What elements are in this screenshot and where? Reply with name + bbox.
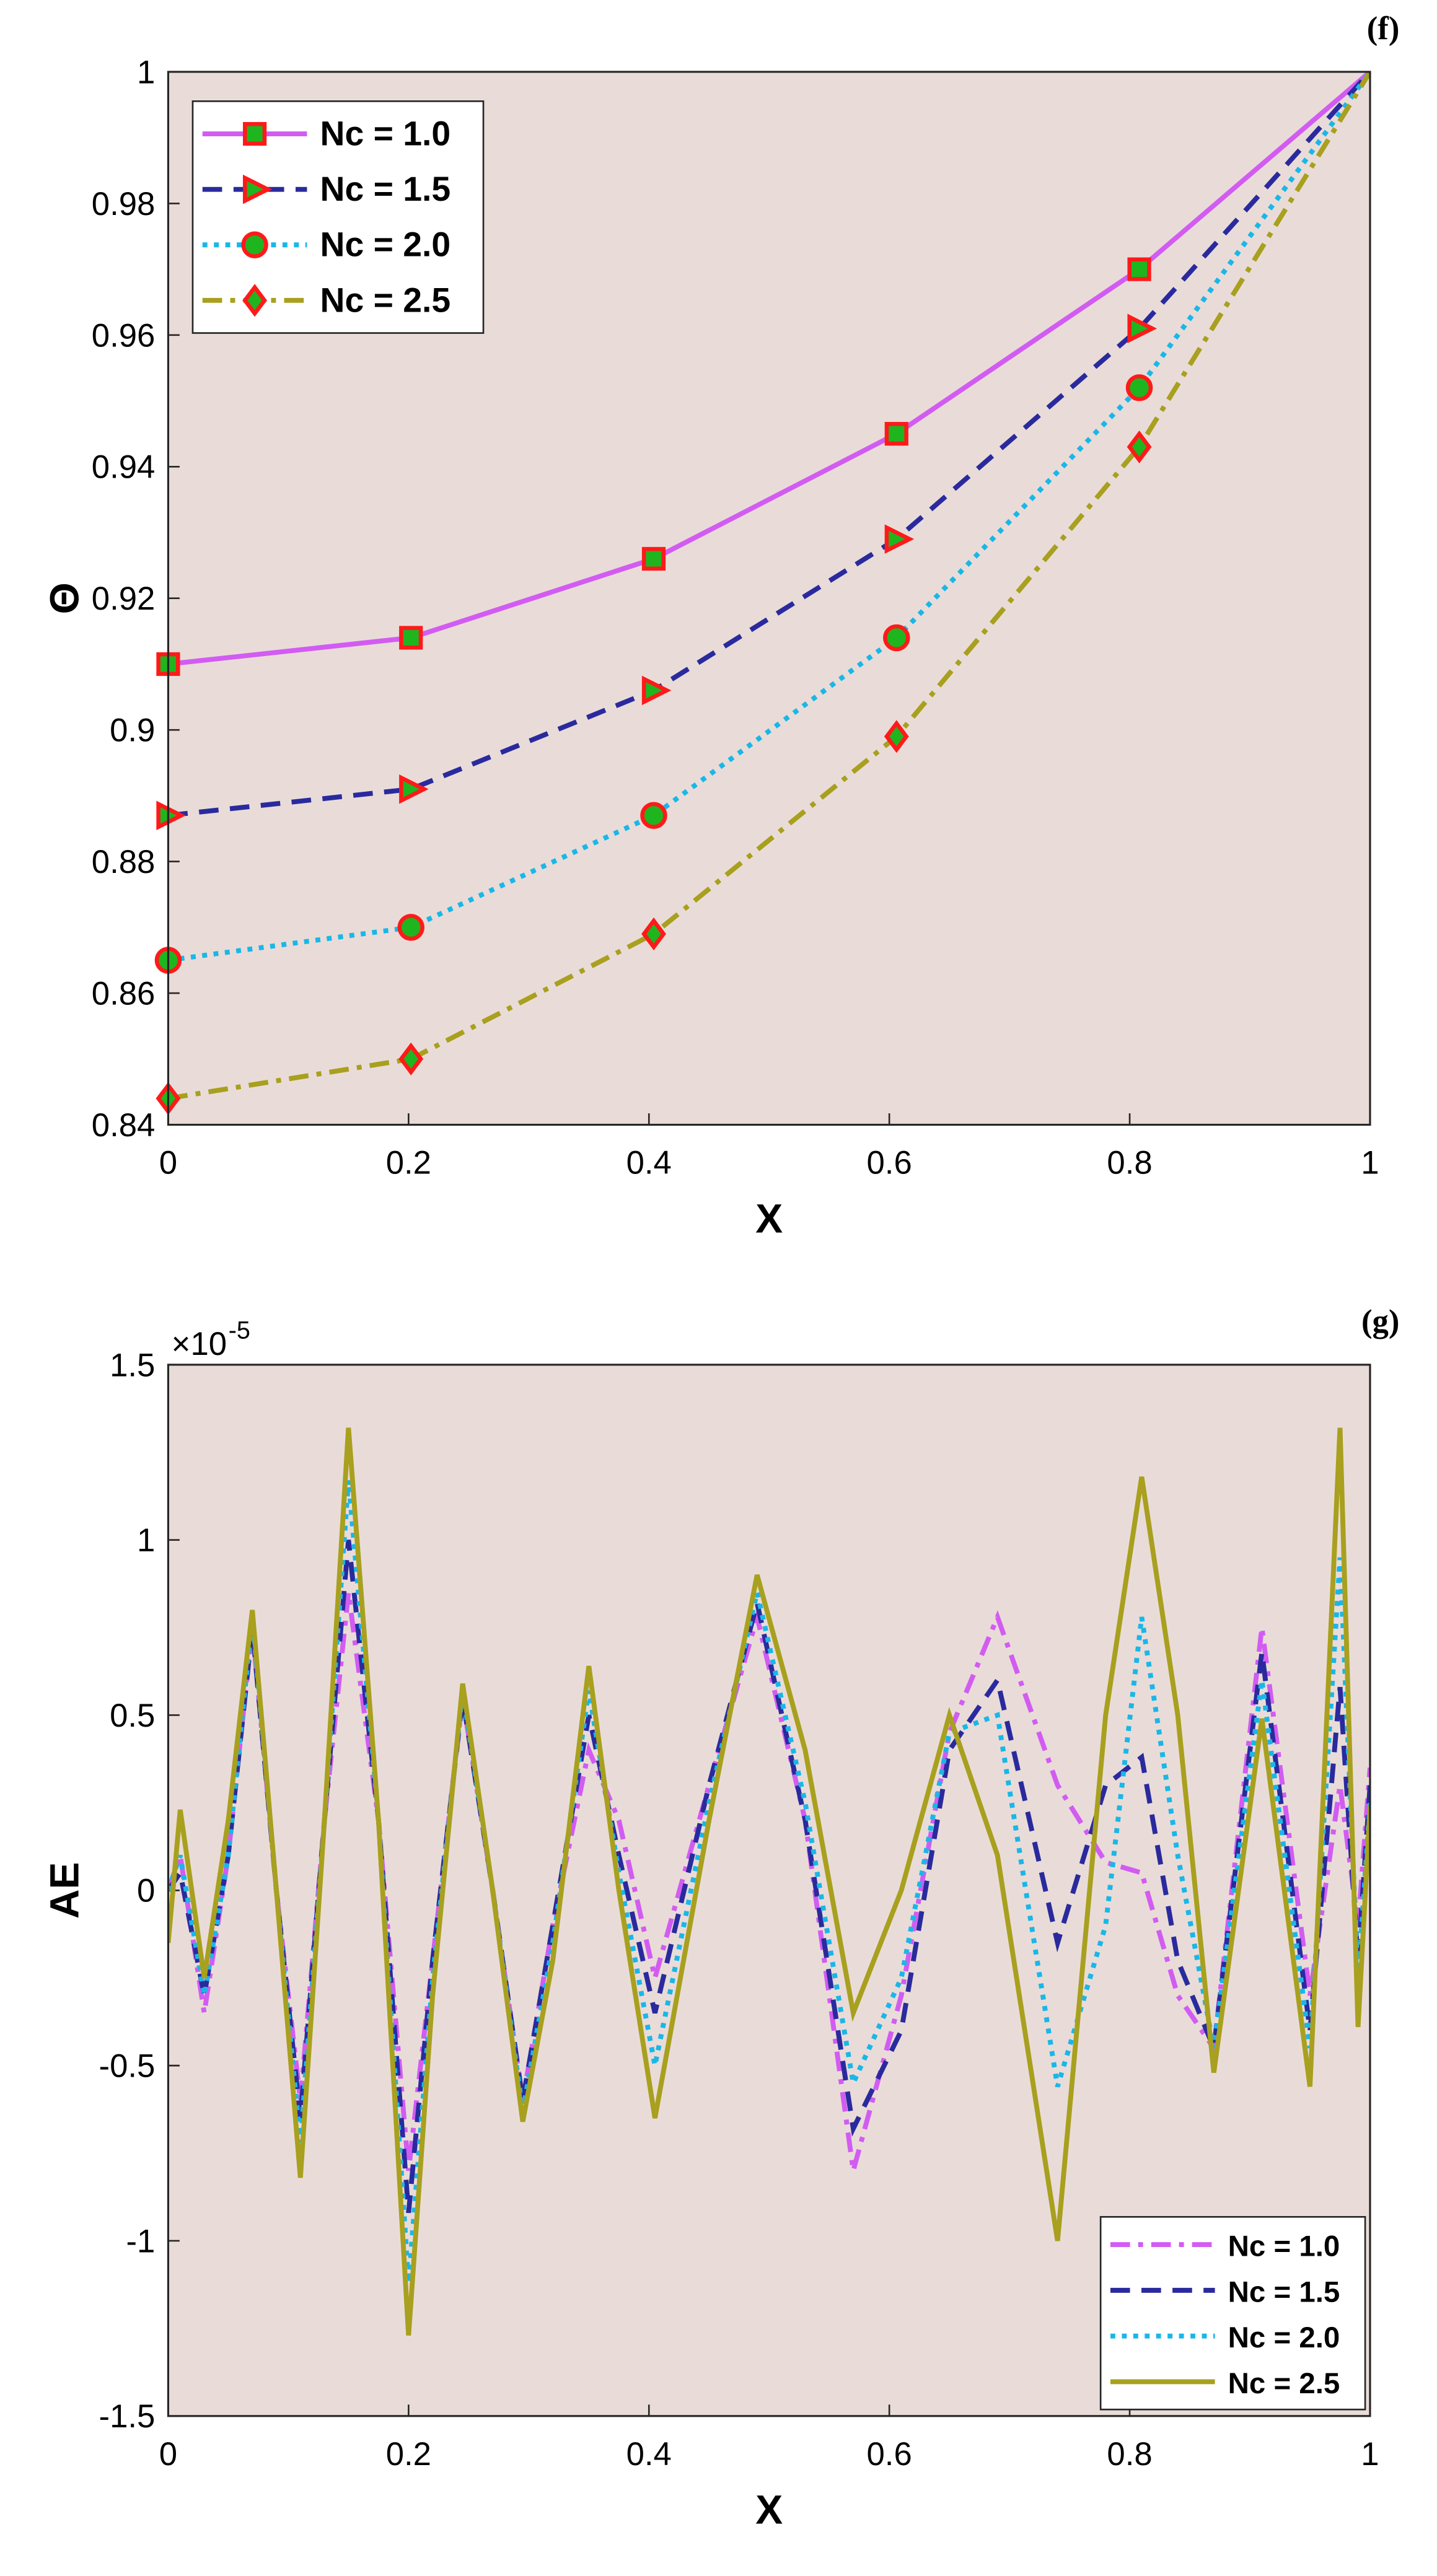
y-axis-label: Θ bbox=[41, 582, 87, 614]
y-tick-label: 0.94 bbox=[92, 449, 156, 486]
x-tick-label: 0.8 bbox=[1107, 2436, 1152, 2473]
x-tick-label: 0.6 bbox=[867, 1145, 912, 1181]
y-exponent: -5 bbox=[229, 1317, 250, 1344]
marker bbox=[641, 675, 672, 706]
x-tick-label: 0 bbox=[159, 1145, 177, 1181]
y-tick-label: -0.5 bbox=[99, 2048, 156, 2085]
y-tick-label: 1.5 bbox=[110, 1347, 155, 1383]
x-tick-label: 0.6 bbox=[867, 2436, 912, 2473]
y-tick-label: 0.96 bbox=[92, 317, 156, 354]
x-tick-label: 0.2 bbox=[386, 1145, 431, 1181]
y-tick-label: -1 bbox=[126, 2223, 155, 2259]
x-axis-label: X bbox=[755, 1195, 783, 1241]
y-tick-label: 1 bbox=[137, 54, 155, 90]
chart: 0 0.2 0.4 0.6 0.8 1 -1.5 -1 -0.5 0 0.5 1 1.5 (g) X AE ×1… bbox=[41, 1303, 1399, 2533]
legend-label: Nc = 1.0 bbox=[1228, 2230, 1340, 2263]
legend-box bbox=[1099, 2215, 1366, 2411]
legend-box bbox=[191, 100, 485, 334]
series-line bbox=[168, 71, 1370, 963]
y-tick-label: -1.5 bbox=[99, 2398, 156, 2435]
legend-label: Nc = 2.5 bbox=[1228, 2367, 1340, 2400]
y-tick-label: 0.5 bbox=[110, 1698, 155, 1734]
series-line bbox=[168, 1540, 1370, 2214]
series-line bbox=[168, 1480, 1370, 2284]
x-axis-label: X bbox=[755, 2487, 783, 2533]
series-line bbox=[168, 71, 1370, 818]
marker bbox=[883, 624, 910, 652]
marker bbox=[397, 914, 424, 941]
series-line bbox=[168, 1427, 1370, 2336]
legend-label: Nc = 1.0 bbox=[320, 115, 451, 153]
marker bbox=[641, 917, 666, 951]
y-axis-label: AE bbox=[41, 1862, 87, 1919]
panel-label: (g) bbox=[1361, 1303, 1399, 1339]
y-tick-label: 0.92 bbox=[92, 580, 156, 617]
marker bbox=[1127, 257, 1151, 281]
marker bbox=[1127, 430, 1152, 463]
y-tick-label: 1 bbox=[137, 1522, 155, 1559]
marker bbox=[1127, 313, 1158, 343]
panel-label: (f) bbox=[1367, 11, 1400, 46]
series-line bbox=[168, 71, 1370, 667]
legend-label: Nc = 2.5 bbox=[320, 281, 451, 319]
series-layer bbox=[168, 71, 1370, 1101]
chart: 0 0.2 0.4 0.6 0.8 1 0.84 0.86 0.88 0.9 0.92 0.94 0.9… bbox=[41, 11, 1399, 1241]
marker bbox=[884, 524, 915, 554]
marker bbox=[1125, 374, 1153, 401]
legend-marker bbox=[241, 231, 268, 258]
marker bbox=[156, 800, 186, 831]
legend-label: Nc = 2.0 bbox=[320, 226, 451, 264]
series-line bbox=[168, 71, 1370, 1101]
x-tick-label: 0.4 bbox=[626, 2436, 672, 2473]
x-tick-label: 1 bbox=[1361, 2436, 1379, 2473]
axes-frame bbox=[167, 71, 1371, 1126]
legend-marker bbox=[242, 174, 273, 204]
legend-marker bbox=[242, 284, 268, 317]
x-tick-label: 0 bbox=[159, 2436, 177, 2473]
y-multiplier: ×10 bbox=[172, 1326, 227, 1362]
axes-frame bbox=[167, 1364, 1371, 2417]
y-tick-label: 0.98 bbox=[92, 186, 156, 222]
marker bbox=[399, 626, 423, 650]
y-tick-label: 0.84 bbox=[92, 1107, 156, 1144]
legend-label: Nc = 1.5 bbox=[320, 170, 451, 208]
marker bbox=[640, 802, 667, 829]
legend-label: Nc = 2.0 bbox=[1228, 2321, 1340, 2354]
x-tick-label: 0.8 bbox=[1107, 1145, 1152, 1181]
y-tick-label: 0.9 bbox=[110, 712, 155, 749]
y-tick-label: 0 bbox=[137, 1873, 155, 1909]
marker bbox=[399, 774, 429, 804]
y-tick-label: 0.88 bbox=[92, 844, 156, 880]
marker bbox=[398, 1042, 424, 1076]
marker bbox=[641, 546, 666, 571]
marker bbox=[884, 720, 909, 753]
y-tick-label: 0.86 bbox=[92, 976, 156, 1012]
legend-marker bbox=[242, 121, 267, 146]
series-layer bbox=[168, 1427, 1370, 2336]
x-tick-label: 0.2 bbox=[386, 2436, 431, 2473]
x-tick-label: 0.4 bbox=[626, 1145, 672, 1181]
series-line bbox=[168, 1592, 1370, 2171]
legend-label: Nc = 1.5 bbox=[1228, 2276, 1340, 2308]
marker bbox=[884, 422, 908, 446]
x-tick-label: 1 bbox=[1361, 1145, 1379, 1181]
